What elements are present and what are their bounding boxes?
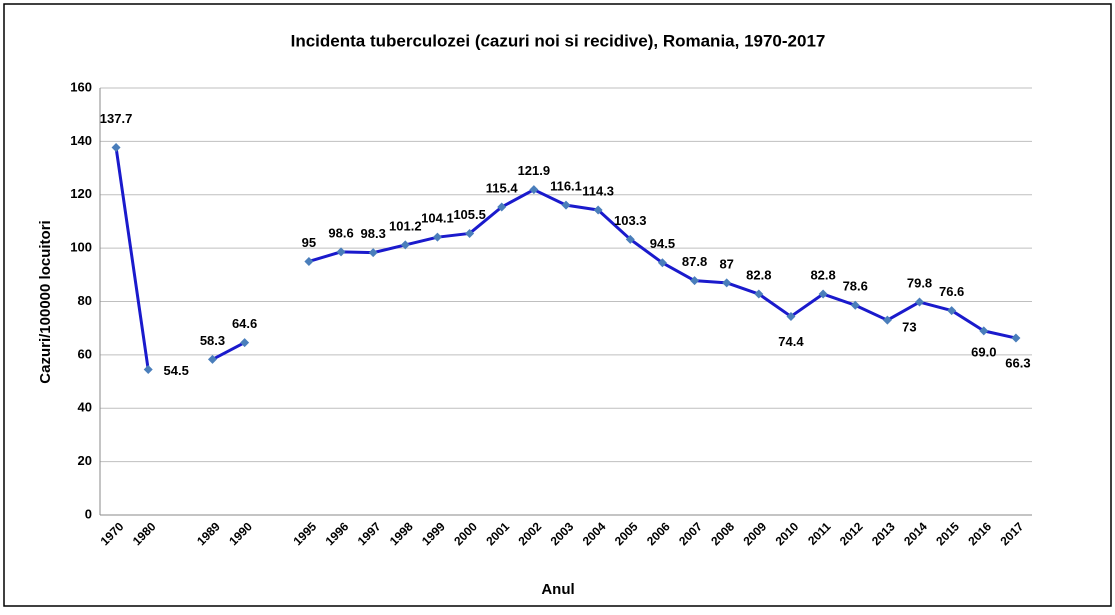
data-label: 87.8	[682, 254, 707, 269]
data-point	[593, 205, 603, 215]
x-axis-label: Anul	[541, 581, 574, 598]
data-label: 114.3	[582, 183, 614, 198]
data-point	[690, 276, 700, 286]
data-label: 87	[719, 256, 733, 271]
data-label: 64.6	[232, 316, 257, 331]
data-point	[240, 338, 250, 348]
y-axis-label: Cazuri/100000 locuitori	[37, 220, 54, 383]
data-point	[143, 365, 153, 375]
data-point	[368, 248, 378, 258]
data-label: 94.5	[650, 236, 675, 251]
data-point	[882, 315, 892, 325]
data-label: 116.1	[550, 179, 582, 194]
data-point	[336, 247, 346, 257]
data-point	[465, 228, 475, 238]
frame	[3, 3, 1112, 607]
data-label: 105.5	[453, 207, 486, 222]
data-point	[625, 234, 635, 244]
data-label: 76.6	[939, 284, 964, 299]
data-point	[979, 326, 989, 336]
data-label: 95	[302, 235, 316, 250]
y-tick-label: 0	[85, 506, 92, 521]
chart-title: Incidenta tuberculozei (cazuri noi si re…	[291, 31, 826, 50]
data-point	[561, 200, 571, 210]
data-label: 103.3	[614, 213, 647, 228]
data-label: 121.9	[518, 163, 551, 178]
data-point	[1011, 333, 1021, 343]
data-point	[432, 232, 442, 242]
y-tick-label: 40	[78, 400, 92, 415]
data-label: 98.3	[361, 226, 386, 241]
data-label: 74.4	[778, 334, 804, 349]
data-point	[111, 143, 121, 153]
data-point	[850, 300, 860, 310]
data-label: 104.1	[421, 211, 454, 226]
data-label: 69.0	[971, 344, 996, 359]
data-label: 115.4	[486, 180, 519, 195]
y-tick-label: 100	[70, 240, 92, 255]
data-point	[657, 258, 667, 268]
y-tick-label: 160	[70, 79, 92, 94]
y-tick-label: 60	[78, 346, 92, 361]
data-label: 137.7	[100, 111, 133, 126]
y-tick-label: 80	[78, 293, 92, 308]
data-point	[818, 289, 828, 299]
data-label: 79.8	[907, 275, 932, 290]
data-point	[786, 311, 796, 321]
data-label: 58.3	[200, 333, 225, 348]
data-label: 66.3	[1005, 355, 1030, 370]
y-tick-label: 20	[78, 453, 92, 468]
data-point	[304, 256, 314, 266]
data-point	[529, 185, 539, 195]
data-point	[754, 289, 764, 299]
data-point	[497, 202, 507, 212]
data-label: 101.2	[389, 218, 422, 233]
data-label: 78.6	[843, 279, 868, 294]
data-label: 82.8	[810, 267, 835, 282]
data-point	[207, 354, 217, 364]
data-label: 98.6	[328, 225, 353, 240]
data-label: 54.5	[164, 363, 189, 378]
data-label: 82.8	[746, 267, 771, 282]
data-point	[722, 278, 732, 288]
y-tick-label: 140	[70, 133, 92, 148]
data-point	[915, 297, 925, 307]
data-label: 73	[902, 320, 916, 335]
y-tick-label: 120	[70, 186, 92, 201]
data-point	[947, 306, 957, 316]
data-point	[400, 240, 410, 250]
